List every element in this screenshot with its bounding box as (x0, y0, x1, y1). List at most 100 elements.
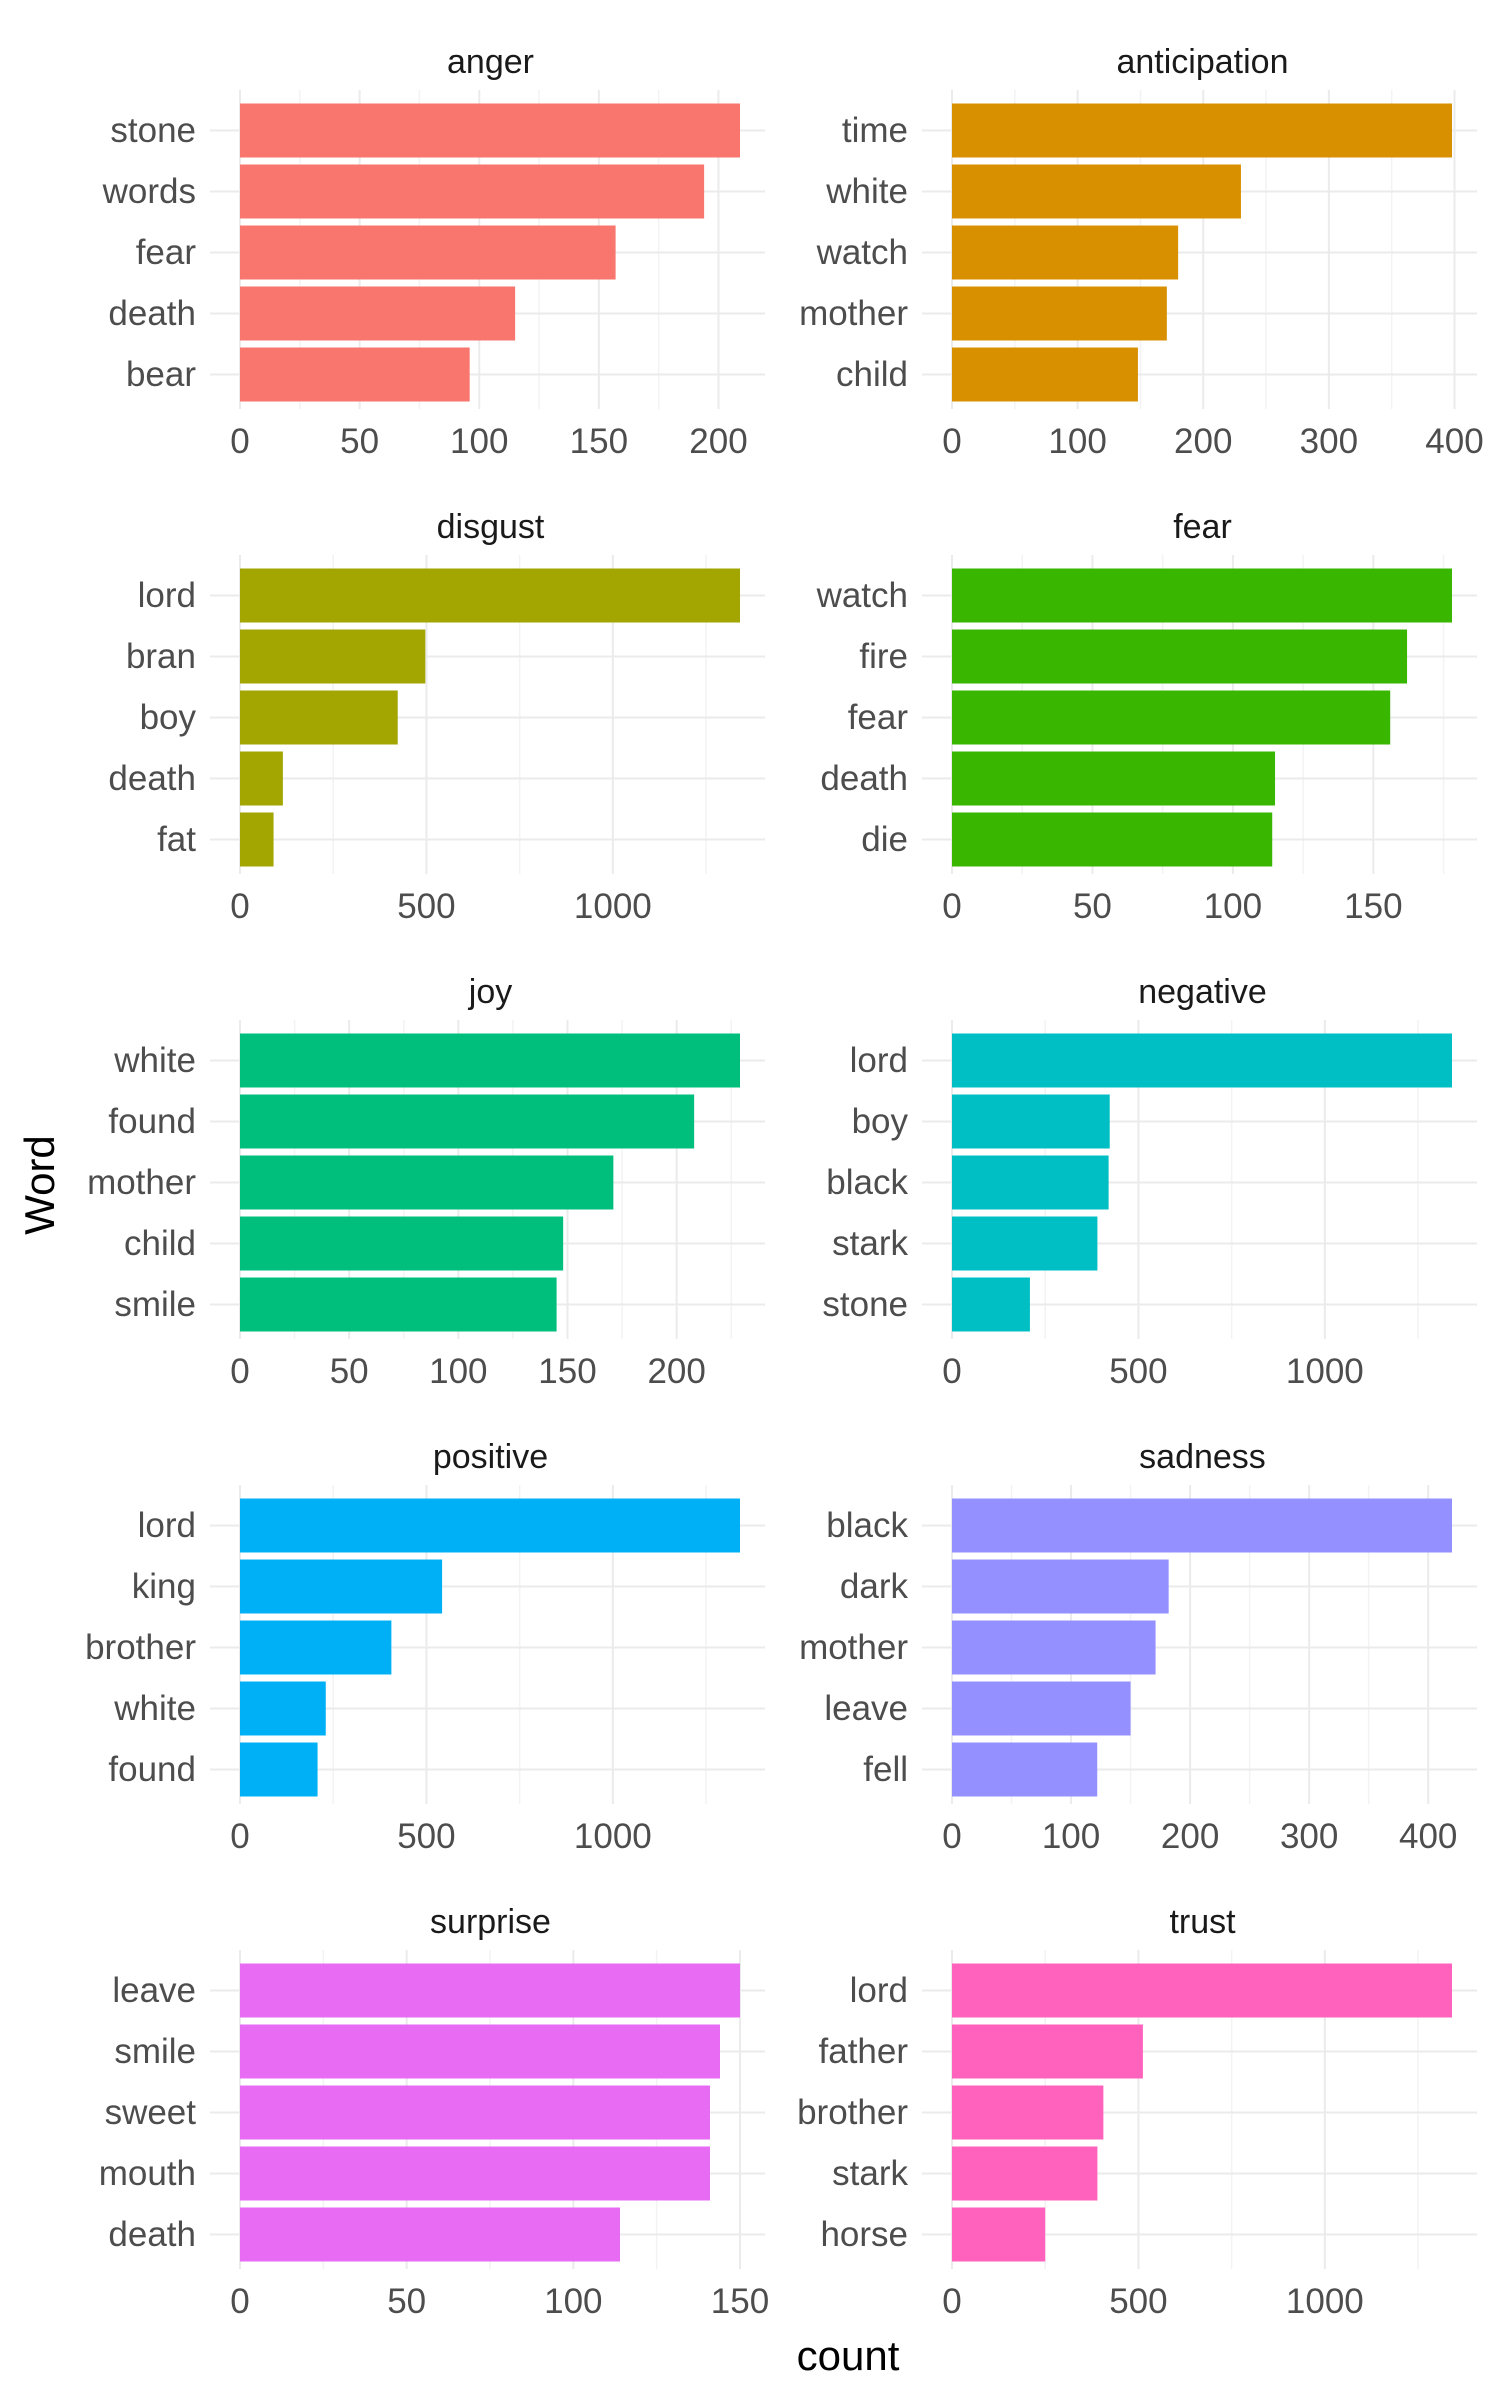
bar-death (240, 286, 516, 341)
category-label: found (108, 1102, 196, 1141)
panel-title: disgust (437, 508, 545, 546)
category-label: watch (816, 576, 908, 615)
x-tick-label: 100 (1048, 422, 1106, 461)
bar-watch (952, 225, 1179, 280)
x-tick-label: 1000 (574, 887, 652, 926)
bar-die (952, 812, 1273, 867)
y-axis-title: Word (16, 1135, 63, 1235)
panel-anger: 0 50 100 150 200 anger stone words fear death bear (102, 43, 765, 461)
bar-death (240, 2207, 620, 2262)
category-label: sweet (105, 2093, 197, 2132)
x-tick-label: 100 (1204, 887, 1262, 926)
x-tick-label: 200 (689, 422, 747, 461)
bar-lord (240, 1498, 740, 1553)
category-label: found (108, 1750, 196, 1789)
bar-death (952, 751, 1276, 806)
x-tick-label: 0 (942, 2282, 961, 2321)
x-tick-label: 100 (450, 422, 508, 461)
panel-sadness: 0 100 200 300 400 sadness black dark mother leave… (799, 1438, 1477, 1856)
x-tick-label: 0 (230, 2282, 249, 2321)
category-label: fire (859, 637, 908, 676)
bar-mother (240, 1155, 614, 1210)
category-label: father (819, 2032, 909, 2071)
x-tick-label: 100 (544, 2282, 602, 2321)
bar-brother (952, 2085, 1104, 2140)
bar-smile (240, 2024, 720, 2079)
category-label: stone (822, 1285, 908, 1324)
bar-lord (952, 1963, 1452, 2018)
x-tick-label: 0 (230, 887, 249, 926)
bar-stark (952, 1216, 1098, 1271)
category-label: white (825, 172, 908, 211)
category-label: words (102, 172, 196, 211)
bar-dark (952, 1559, 1169, 1614)
x-tick-label: 0 (230, 1817, 249, 1856)
bar-smile (240, 1277, 557, 1332)
x-tick-label: 50 (330, 1352, 369, 1391)
bar-lord (240, 568, 740, 623)
bar-found (240, 1742, 318, 1797)
x-tick-label: 100 (1042, 1817, 1100, 1856)
category-label: white (113, 1689, 196, 1728)
bar-stone (240, 103, 740, 158)
category-label: boy (852, 1102, 909, 1141)
bar-father (952, 2024, 1143, 2079)
panel-title: trust (1169, 1903, 1236, 1941)
bar-fear (952, 690, 1391, 745)
bar-found (240, 1094, 695, 1149)
category-label: bran (126, 637, 196, 676)
category-label: time (842, 111, 908, 150)
category-label: leave (112, 1971, 196, 2010)
x-tick-label: 1000 (1286, 2282, 1364, 2321)
panel-title: fear (1173, 508, 1232, 546)
x-tick-label: 400 (1425, 422, 1483, 461)
x-axis-title: count (797, 2332, 900, 2379)
x-tick-label: 0 (942, 1352, 961, 1391)
x-tick-label: 50 (1073, 887, 1112, 926)
bar-fear (240, 225, 616, 280)
category-label: stark (832, 2154, 908, 2193)
category-label: horse (820, 2215, 908, 2254)
panel-trust: 0 500 1000 trust lord father brother stark horse (797, 1903, 1477, 2321)
category-label: mother (799, 294, 908, 333)
x-tick-label: 400 (1399, 1817, 1457, 1856)
panel-title: joy (468, 973, 512, 1011)
bar-stark (952, 2146, 1098, 2201)
bar-watch (952, 568, 1452, 623)
x-tick-label: 50 (340, 422, 379, 461)
category-label: child (124, 1224, 196, 1263)
category-label: stone (110, 111, 196, 150)
bar-boy (952, 1094, 1110, 1149)
category-label: smile (114, 1285, 196, 1324)
bar-boy (240, 690, 398, 745)
bar-king (240, 1559, 443, 1614)
category-label: bear (126, 355, 196, 394)
panel-fear: 0 50 100 150 fear watch fire fear death die (816, 508, 1477, 926)
category-label: lord (138, 576, 196, 615)
bar-leave (240, 1963, 740, 2018)
panel-negative: 0 500 1000 negative lord boy black stark stone (822, 973, 1477, 1391)
category-label: fear (136, 233, 197, 272)
category-label: boy (140, 698, 197, 737)
bar-bear (240, 347, 470, 402)
category-label: brother (85, 1628, 196, 1667)
x-tick-label: 500 (1109, 2282, 1167, 2321)
x-tick-label: 0 (230, 1352, 249, 1391)
category-label: child (836, 355, 908, 394)
x-tick-label: 0 (942, 1817, 961, 1856)
x-tick-label: 50 (387, 2282, 426, 2321)
category-label: mouth (99, 2154, 196, 2193)
x-tick-label: 200 (1161, 1817, 1219, 1856)
panel-title: positive (433, 1438, 548, 1476)
category-label: fell (863, 1750, 908, 1789)
category-label: death (820, 759, 908, 798)
bar-white (240, 1033, 740, 1088)
x-tick-label: 200 (647, 1352, 705, 1391)
bar-brother (240, 1620, 392, 1675)
panel-title: anticipation (1116, 43, 1288, 81)
bar-words (240, 164, 705, 219)
panel-title: surprise (430, 1903, 551, 1941)
category-label: lord (850, 1971, 908, 2010)
x-tick-label: 150 (538, 1352, 596, 1391)
